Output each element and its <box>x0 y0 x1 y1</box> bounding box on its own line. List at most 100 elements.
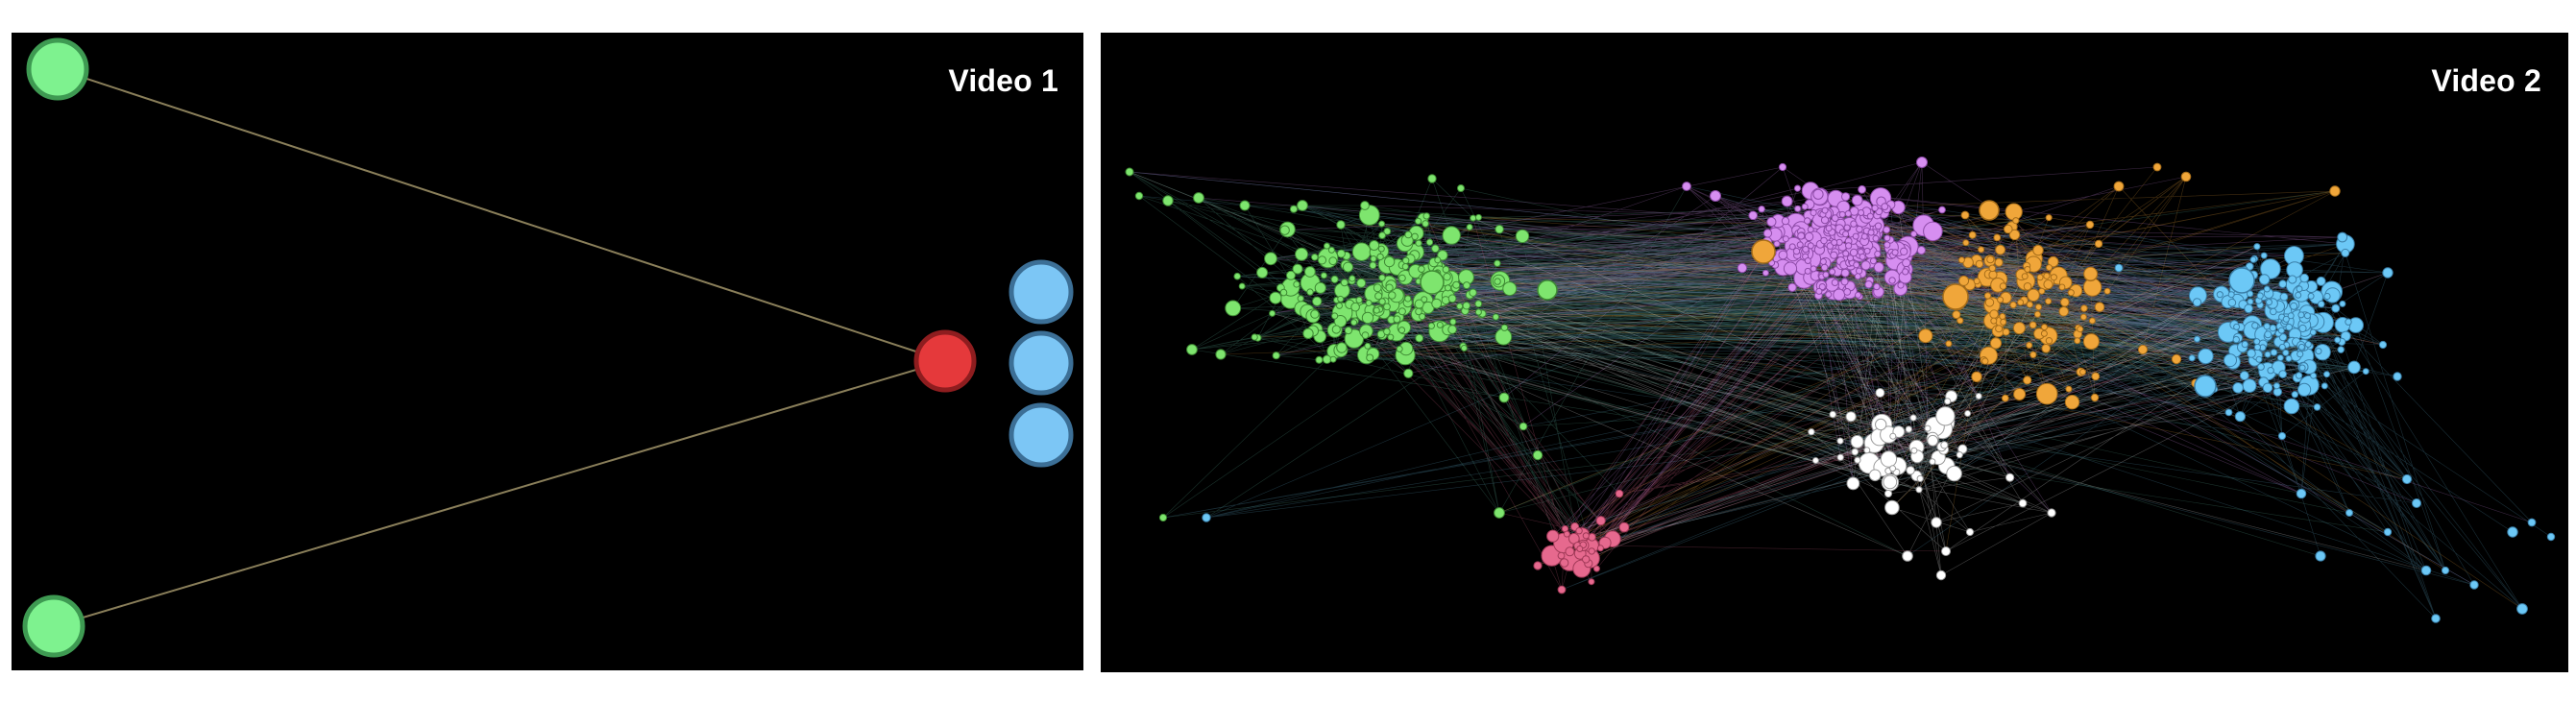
green-node <box>1383 303 1391 311</box>
green-node <box>1415 239 1422 247</box>
purple-node <box>1864 280 1873 289</box>
green-node <box>1494 507 1505 519</box>
white-node <box>1909 414 1917 422</box>
green-node <box>1470 214 1477 222</box>
orange-node <box>2094 239 2103 249</box>
white-node <box>1946 465 1962 482</box>
blue-node <box>2224 353 2237 368</box>
video-1-nodes <box>22 37 1074 658</box>
purple-node <box>1788 243 1796 251</box>
blue-node <box>2198 348 2214 365</box>
orange-node <box>2045 214 2053 222</box>
purple-node <box>1874 222 1883 230</box>
green-node <box>1336 249 1346 258</box>
green-node <box>1251 333 1258 341</box>
blue-node <box>2341 248 2350 257</box>
blue-node <box>2285 354 2293 362</box>
blue-node <box>2286 261 2303 279</box>
green-node <box>1366 353 1374 362</box>
blue-node <box>2337 346 2345 353</box>
green-node <box>1422 212 1430 220</box>
purple-node <box>1900 247 1908 256</box>
white-node <box>1906 466 1915 475</box>
green-node <box>1466 224 1473 230</box>
green-node <box>22 594 85 658</box>
purple-node <box>1825 291 1833 299</box>
blue-node <box>2247 298 2254 305</box>
orange-node <box>2032 244 2044 256</box>
white-node <box>1889 432 1897 440</box>
red-node <box>913 329 977 393</box>
white-node <box>2047 508 2056 518</box>
blue-node <box>2256 292 2264 300</box>
green-node <box>1383 255 1396 268</box>
purple-node <box>1820 263 1829 272</box>
purple-node <box>1849 248 1859 257</box>
purple-node <box>1860 260 1871 271</box>
orange-node <box>1973 278 1981 285</box>
pink-node <box>1563 530 1570 538</box>
pink-node <box>1588 533 1596 542</box>
blue-node <box>2244 303 2253 314</box>
purple-node <box>1843 288 1852 296</box>
green-node <box>1369 240 1380 251</box>
purple-node <box>1797 231 1806 240</box>
green-node <box>1532 449 1543 461</box>
purple-node <box>1787 282 1797 292</box>
green-node <box>1393 315 1401 324</box>
hub-node <box>1420 270 1445 295</box>
green-node <box>1383 228 1392 235</box>
blue-node <box>2262 382 2273 394</box>
purple-node <box>1847 255 1854 262</box>
blue-node <box>2291 391 2299 399</box>
green-node <box>1456 303 1464 310</box>
orange-node <box>2091 372 2101 381</box>
blue-node <box>2287 312 2295 320</box>
purple-node <box>1863 247 1871 255</box>
green-node <box>1411 232 1419 241</box>
green-node <box>1442 265 1450 274</box>
blue-node <box>2296 488 2307 499</box>
orange-node <box>1986 255 1995 264</box>
blue-node <box>2420 565 2432 576</box>
orange-node <box>1968 230 1977 239</box>
blue-node <box>2318 300 2325 308</box>
green-node <box>1225 300 1242 317</box>
edge <box>57 68 946 362</box>
blue-node <box>2114 263 2124 273</box>
blue-node <box>2279 292 2289 302</box>
edge-bundle-white <box>1129 171 2427 576</box>
pink-node <box>1560 558 1569 568</box>
video-2-network-graph <box>1125 157 2556 623</box>
blue-node <box>2321 382 2328 390</box>
purple-node <box>1916 157 1928 168</box>
blue-node <box>2315 550 2326 562</box>
orange-node <box>2047 255 2059 268</box>
blue-node <box>2239 371 2249 381</box>
green-node <box>1361 311 1374 325</box>
white-node <box>1964 410 1972 417</box>
blue-node <box>2393 372 2402 381</box>
green-node <box>1449 318 1457 326</box>
blue-node <box>2278 279 2287 289</box>
purple-node <box>1855 291 1861 299</box>
blue-node <box>2253 243 2261 251</box>
blue-node <box>2441 566 2450 575</box>
pink-node <box>1565 546 1575 557</box>
green-node <box>1317 255 1327 265</box>
blue-node <box>2277 327 2285 334</box>
green-node <box>1351 242 1372 261</box>
blue-node <box>2264 330 2272 339</box>
green-node <box>1289 205 1299 213</box>
purple-node <box>1782 235 1789 243</box>
green-node <box>1295 247 1309 261</box>
green-node <box>1327 246 1335 254</box>
orange-node <box>1990 317 1998 325</box>
white-node <box>1905 425 1912 433</box>
orange-node <box>2083 266 2098 281</box>
purple-node <box>1778 162 1787 172</box>
green-node <box>1336 220 1346 230</box>
green-node <box>1431 298 1443 309</box>
purple-node <box>1781 216 1790 226</box>
blue-node <box>2249 255 2257 263</box>
